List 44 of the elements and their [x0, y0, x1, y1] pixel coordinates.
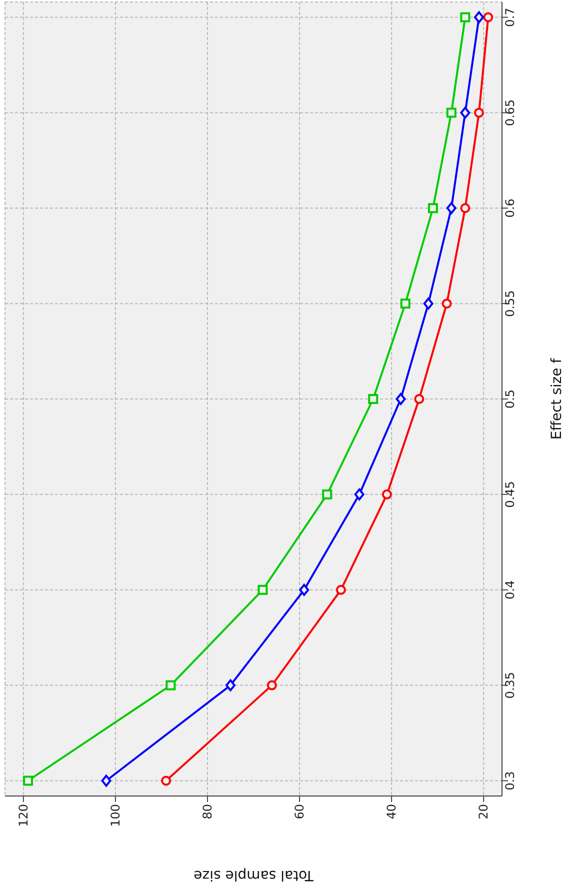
point — [474, 11, 484, 24]
point — [336, 584, 346, 595]
y-tick-label: 0.45 — [503, 481, 517, 508]
x-tick-label: 80 — [200, 804, 214, 820]
y-tick-label: 0.5 — [503, 389, 517, 409]
x-tick-label: 20 — [476, 804, 491, 820]
y-tick-label: 0.7 — [503, 8, 517, 27]
y-tick-label: 0.3 — [503, 771, 517, 790]
x-tick-label: 40 — [384, 804, 399, 820]
x-tick-label: 60 — [292, 804, 307, 820]
y-tick-label: 0.4 — [503, 580, 517, 600]
point — [460, 106, 470, 119]
point — [414, 394, 424, 404]
point — [23, 776, 34, 786]
x-axis-title: Total sample size — [194, 867, 314, 883]
point — [322, 489, 332, 500]
y-tick-label: 0.55 — [503, 290, 517, 317]
point — [423, 298, 434, 310]
y-axis-title: Effect size f — [548, 357, 565, 440]
point — [446, 202, 456, 214]
point — [483, 12, 494, 22]
point — [446, 108, 456, 118]
point — [166, 680, 176, 690]
y-tick-label: 0.65 — [503, 99, 517, 126]
point — [368, 394, 378, 404]
point — [354, 488, 364, 500]
point — [258, 584, 268, 595]
point — [161, 776, 172, 786]
x-tick-label: 100 — [108, 804, 122, 827]
point — [474, 108, 484, 118]
point — [428, 203, 438, 214]
point — [299, 584, 310, 596]
point — [460, 12, 470, 22]
point — [225, 679, 236, 692]
point — [101, 774, 112, 787]
point — [382, 489, 392, 500]
y-tick-label: 0.6 — [503, 198, 517, 218]
y-tick-label: 0.35 — [503, 672, 517, 699]
point — [396, 393, 406, 405]
point — [400, 298, 410, 309]
point — [460, 203, 470, 214]
point — [442, 298, 452, 309]
point — [266, 680, 277, 690]
x-tick-label: 120 — [16, 804, 30, 827]
